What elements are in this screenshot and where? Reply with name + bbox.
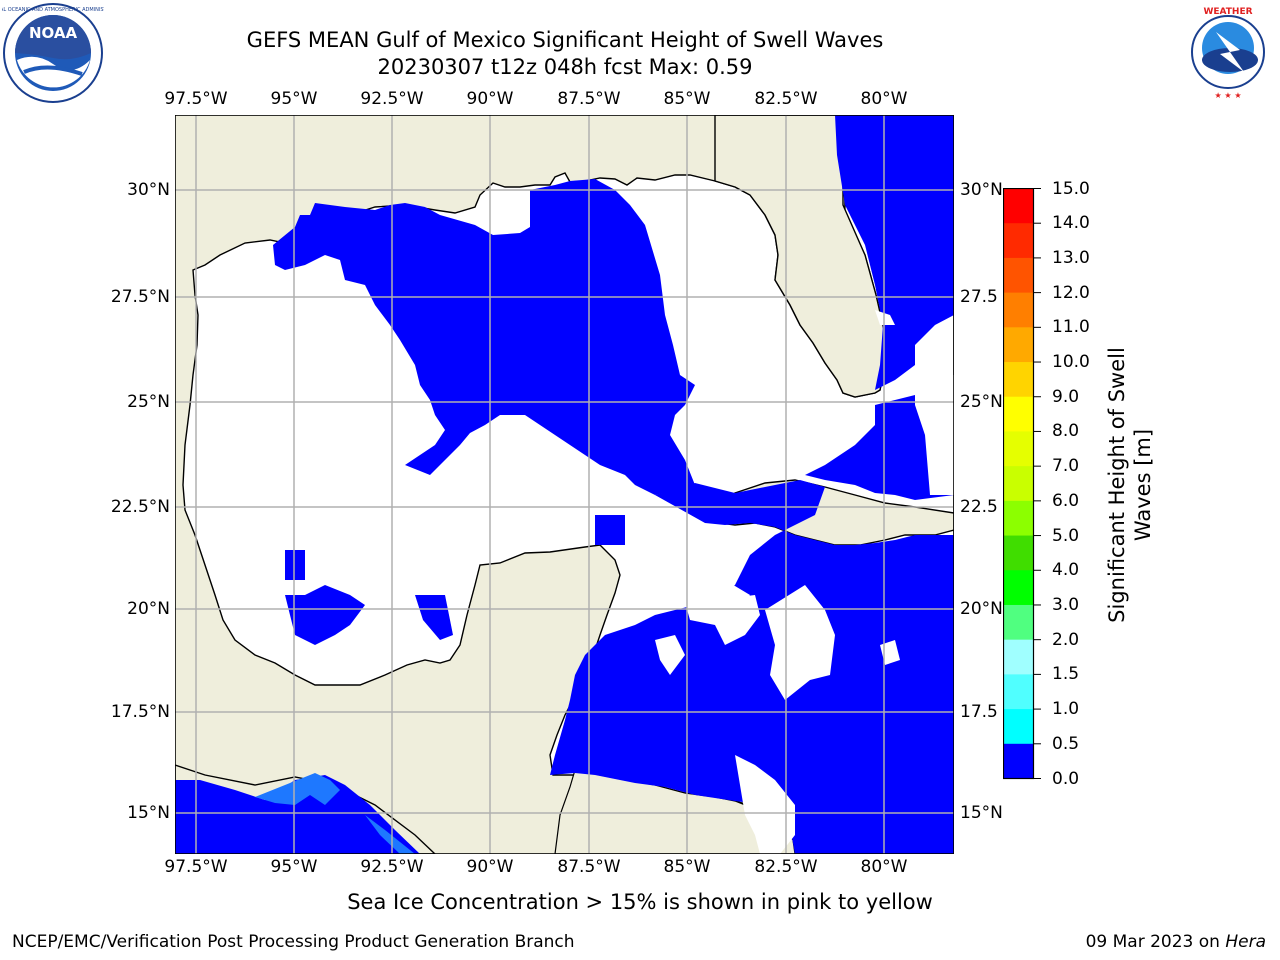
lon-tick-bottom: 97.5°W: [164, 857, 228, 877]
lat-tick-right: 15°N: [960, 803, 1003, 823]
map-panel: [175, 115, 954, 854]
colorbar-tick-label: 1.5: [1052, 664, 1080, 685]
colorbar-cell: [1003, 223, 1034, 259]
lon-tick-bottom: 85°W: [663, 857, 711, 877]
lon-tick-bottom: 82.5°W: [754, 857, 818, 877]
lon-tick-bottom: 92.5°W: [360, 857, 424, 877]
lon-tick-top: 85°W: [663, 89, 711, 109]
colorbar-cell: [1003, 188, 1034, 224]
lon-tick-top: 92.5°W: [360, 89, 424, 109]
map-subtitle: 20230307 t12z 048h fcst Max: 0.59: [377, 55, 753, 79]
lat-tick-left: 27.5°N: [110, 287, 170, 307]
colorbar-tick-label: 13.0: [1052, 247, 1090, 268]
colorbar-cell: [1003, 292, 1034, 328]
colorbar-tick-label: 4.0: [1052, 560, 1080, 581]
footer-machine: Hera: [1225, 932, 1266, 952]
colorbar-tick-label: 1.0: [1052, 699, 1080, 720]
svg-text:NOAA: NOAA: [29, 24, 78, 42]
colorbar-tick-label: 0.5: [1052, 733, 1080, 754]
lat-tick-left: 22.5°N: [110, 497, 170, 517]
lon-tick-bottom: 95°W: [270, 857, 318, 877]
noaa-logo: NOAA NATIONAL OCEANIC AND ATMOSPHERIC AD…: [2, 3, 104, 103]
nws-logo: WEATHER ★ ★ ★: [1180, 4, 1276, 100]
lat-tick-right: 27.5: [960, 287, 998, 307]
colorbar-cell: [1003, 639, 1034, 675]
lat-tick-right: 25°N: [960, 392, 1003, 412]
colorbar-tick-label: 0.0: [1052, 768, 1080, 789]
lat-tick-left: 20°N: [127, 599, 170, 619]
colorbar-cell: [1003, 257, 1034, 294]
lon-tick-top: 90°W: [466, 89, 514, 109]
lon-tick-top: 82.5°W: [754, 89, 818, 109]
lon-tick-bottom: 80°W: [860, 857, 908, 877]
lon-tick-bottom: 90°W: [466, 857, 514, 877]
lat-tick-right: 30°N: [960, 180, 1003, 200]
colorbar-tick-label: 11.0: [1052, 317, 1090, 338]
colorbar-tick-label: 5.0: [1052, 525, 1080, 546]
colorbar-tick-label: 2.0: [1052, 629, 1080, 650]
colorbar-tick-label: 12.0: [1052, 282, 1090, 303]
colorbar-tick-label: 15.0: [1052, 178, 1090, 199]
lat-tick-right: 20°N: [960, 599, 1003, 619]
colorbar-cell: [1003, 327, 1034, 363]
colorbar: [1003, 188, 1041, 780]
lat-tick-left: 25°N: [127, 392, 170, 412]
sea-ice-note: Sea Ice Concentration > 15% is shown in …: [347, 890, 933, 914]
map-gridlines: [175, 115, 954, 854]
map-title: GEFS MEAN Gulf of Mexico Significant Hei…: [246, 28, 884, 52]
footer-branch: NCEP/EMC/Verification Post Processing Pr…: [12, 932, 575, 952]
colorbar-cell: [1003, 604, 1034, 641]
colorbar-cell: [1003, 535, 1034, 571]
colorbar-cell: [1003, 466, 1034, 502]
lon-tick-top: 80°W: [860, 89, 908, 109]
lat-tick-right: 17.5: [960, 702, 998, 722]
lat-tick-left: 17.5°N: [110, 702, 170, 722]
colorbar-cell: [1003, 431, 1034, 467]
svg-text:NATIONAL OCEANIC AND ATMOSPHER: NATIONAL OCEANIC AND ATMOSPHERIC ADMINIS…: [2, 7, 104, 13]
colorbar-cell: [1003, 709, 1034, 745]
svg-text:WEATHER: WEATHER: [1203, 7, 1252, 17]
lat-tick-left: 30°N: [127, 180, 170, 200]
colorbar-tick-label: 9.0: [1052, 386, 1080, 407]
colorbar-tick-label: 6.0: [1052, 490, 1080, 511]
colorbar-tick-label: 10.0: [1052, 352, 1090, 373]
swell-field-mid: [255, 773, 415, 854]
lon-tick-top: 95°W: [270, 89, 318, 109]
colorbar-cell: [1003, 396, 1034, 432]
colorbar-cell: [1003, 743, 1034, 779]
colorbar-cell: [1003, 362, 1034, 398]
lat-tick-left: 15°N: [127, 803, 170, 823]
colorbar-cell: [1003, 500, 1034, 537]
colorbar-cell: [1003, 570, 1034, 606]
lon-tick-top: 97.5°W: [164, 89, 228, 109]
colorbar-tick-label: 14.0: [1052, 213, 1090, 234]
colorbar-cell: [1003, 674, 1034, 710]
colorbar-label: Significant Height of Swell Waves [m]: [1105, 347, 1155, 623]
svg-text:★ ★ ★: ★ ★ ★: [1214, 91, 1241, 100]
colorbar-tick-label: 8.0: [1052, 421, 1080, 442]
lon-tick-top: 87.5°W: [557, 89, 621, 109]
footer-date-text: 09 Mar 2023 on: [1085, 932, 1226, 952]
swell-field-gaps: [655, 310, 954, 854]
colorbar-tick-label: 7.0: [1052, 456, 1080, 477]
colorbar-tick-label: 3.0: [1052, 594, 1080, 615]
lon-tick-bottom: 87.5°W: [557, 857, 621, 877]
footer-date: 09 Mar 2023 on Hera: [1086, 932, 1266, 952]
lat-tick-right: 22.5: [960, 497, 998, 517]
